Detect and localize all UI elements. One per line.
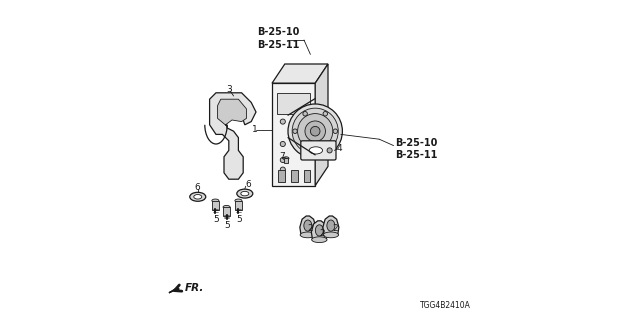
Text: TGG4B2410A: TGG4B2410A (420, 301, 470, 310)
Circle shape (280, 157, 285, 163)
Text: 7: 7 (280, 152, 285, 161)
Text: 6: 6 (245, 180, 251, 188)
Circle shape (323, 147, 328, 151)
Text: 2: 2 (307, 224, 312, 233)
Bar (277, 93, 310, 114)
Circle shape (305, 121, 326, 141)
Ellipse shape (194, 195, 202, 199)
Ellipse shape (327, 220, 335, 231)
Circle shape (280, 119, 285, 124)
Ellipse shape (304, 220, 312, 231)
FancyBboxPatch shape (301, 141, 336, 160)
Bar (212, 201, 219, 210)
Text: 4: 4 (337, 144, 342, 153)
Circle shape (292, 129, 297, 133)
Polygon shape (315, 64, 328, 186)
Circle shape (333, 129, 338, 133)
Ellipse shape (309, 147, 323, 154)
Circle shape (292, 108, 339, 154)
Ellipse shape (300, 232, 316, 238)
Polygon shape (300, 216, 316, 235)
Polygon shape (210, 93, 256, 179)
Bar (291, 170, 298, 182)
Circle shape (280, 141, 285, 147)
Circle shape (288, 104, 342, 158)
Ellipse shape (284, 157, 289, 160)
Bar (223, 207, 230, 216)
Polygon shape (169, 288, 177, 293)
Text: B-25-10
B-25-11: B-25-10 B-25-11 (257, 27, 300, 50)
Polygon shape (323, 216, 339, 235)
Ellipse shape (312, 237, 327, 243)
Ellipse shape (323, 232, 339, 238)
Circle shape (298, 114, 333, 149)
Text: 6: 6 (194, 183, 200, 192)
Ellipse shape (237, 189, 253, 198)
Ellipse shape (316, 225, 323, 236)
Text: 5: 5 (225, 221, 230, 230)
Circle shape (323, 111, 328, 116)
Ellipse shape (235, 199, 242, 202)
Text: FR.: FR. (185, 283, 204, 293)
Ellipse shape (241, 191, 249, 196)
Circle shape (280, 167, 285, 172)
Text: 3: 3 (226, 85, 232, 94)
Text: 1: 1 (252, 125, 257, 134)
Text: 2: 2 (333, 224, 338, 233)
Ellipse shape (223, 205, 230, 209)
Circle shape (303, 111, 307, 116)
Circle shape (310, 126, 320, 136)
Circle shape (327, 148, 332, 153)
Bar (272, 83, 315, 186)
Circle shape (303, 147, 307, 151)
Bar (236, 201, 242, 210)
Ellipse shape (189, 192, 206, 201)
Polygon shape (218, 99, 246, 126)
Text: 5: 5 (213, 215, 219, 224)
Bar (284, 158, 288, 163)
Ellipse shape (212, 199, 219, 202)
Text: 2: 2 (320, 229, 325, 238)
Text: 5: 5 (237, 215, 242, 224)
Text: B-25-10
B-25-11: B-25-10 B-25-11 (396, 138, 438, 160)
Polygon shape (272, 64, 328, 83)
Bar (278, 170, 285, 182)
Bar (304, 170, 310, 182)
Polygon shape (312, 221, 328, 240)
